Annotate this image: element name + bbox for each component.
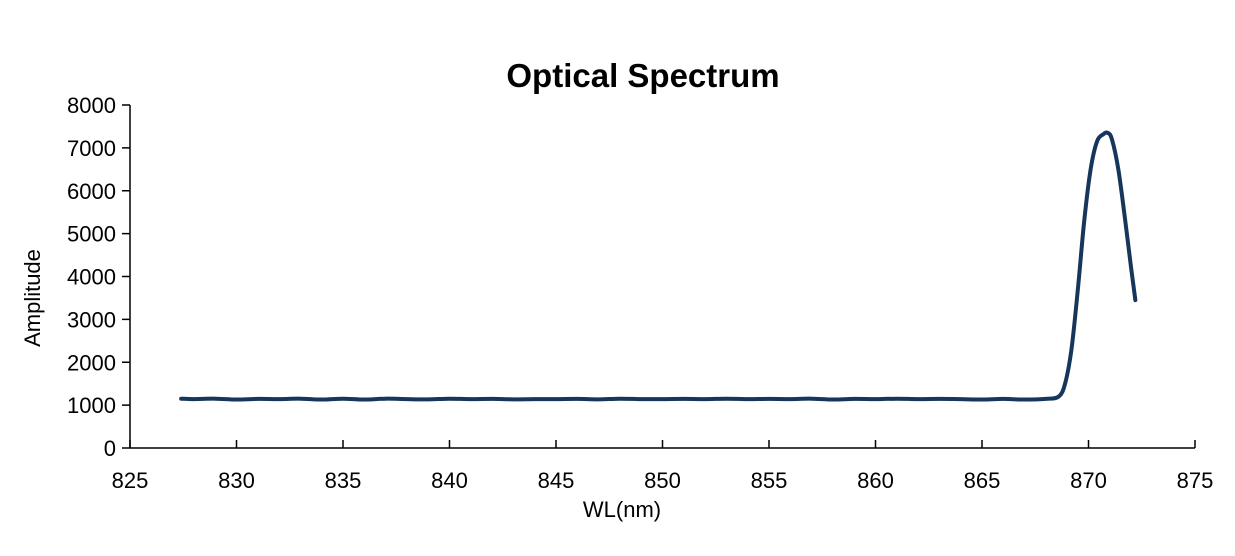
x-tick-label: 835 bbox=[325, 468, 362, 493]
x-tick-label: 850 bbox=[644, 468, 681, 493]
x-tick-label: 830 bbox=[218, 468, 255, 493]
series-group bbox=[179, 130, 1138, 402]
series-line bbox=[179, 130, 1138, 402]
y-tick-label: 5000 bbox=[67, 222, 116, 247]
x-tick-label: 840 bbox=[431, 468, 468, 493]
x-axis-ticks: 825 830 835 840 845 850 855 860 865 870 875 bbox=[112, 440, 1214, 493]
y-tick-label: 1000 bbox=[67, 393, 116, 418]
y-axis-ticks: 0 1000 2000 3000 4000 5000 6000 7000 8000 bbox=[67, 93, 130, 461]
x-tick-label: 875 bbox=[1177, 468, 1214, 493]
y-tick-label: 4000 bbox=[67, 265, 116, 290]
y-tick-label: 0 bbox=[104, 436, 116, 461]
x-tick-label: 825 bbox=[112, 468, 149, 493]
chart-title: Optical Spectrum bbox=[506, 57, 779, 94]
x-tick-label: 860 bbox=[857, 468, 894, 493]
y-tick-label: 7000 bbox=[67, 136, 116, 161]
x-tick-label: 845 bbox=[538, 468, 575, 493]
y-axis-label: Amplitude bbox=[20, 249, 45, 347]
x-tick-label: 870 bbox=[1070, 468, 1107, 493]
y-tick-label: 2000 bbox=[67, 350, 116, 375]
y-tick-label: 3000 bbox=[67, 307, 116, 332]
x-tick-label: 855 bbox=[751, 468, 788, 493]
y-tick-label: 6000 bbox=[67, 179, 116, 204]
x-tick-label: 865 bbox=[964, 468, 1001, 493]
x-axis-label: WL(nm) bbox=[583, 497, 661, 522]
y-tick-label: 8000 bbox=[67, 93, 116, 118]
